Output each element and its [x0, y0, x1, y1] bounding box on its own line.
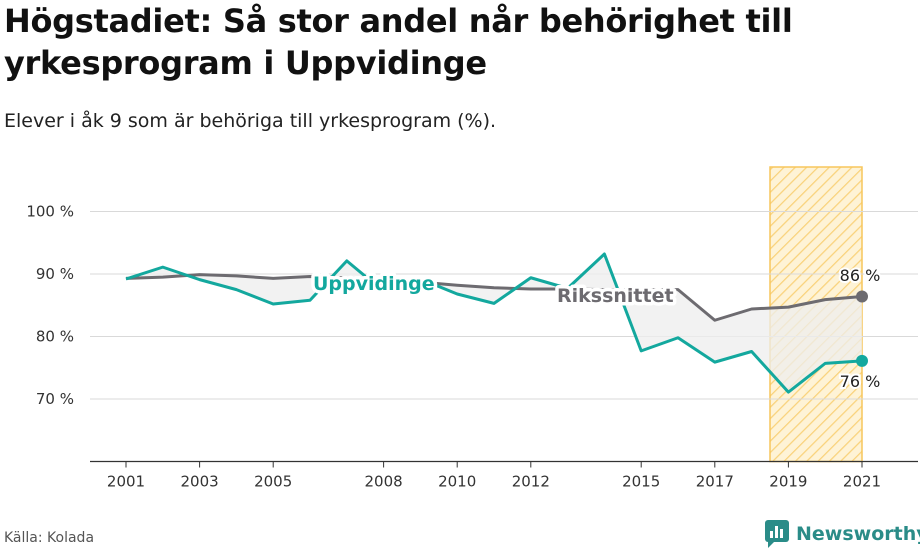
- x-tick-label: 2019: [769, 473, 807, 491]
- y-tick-label: 100 %: [26, 203, 74, 221]
- x-tick-label: 2010: [438, 473, 476, 491]
- end-label-rikssnittet: 86 %: [840, 266, 881, 285]
- x-tick-label: 2001: [107, 473, 145, 491]
- newsworthy-logo-icon: [765, 520, 789, 548]
- x-tick-label: 2015: [622, 473, 660, 491]
- end-label-uppvidinge: 76 %: [840, 372, 881, 391]
- brand-name: Newsworthy: [796, 523, 920, 545]
- source-note: Källa: Kolada: [4, 530, 95, 546]
- x-tick-label: 2008: [365, 473, 403, 491]
- series-line-uppvidinge: [125, 252, 863, 394]
- x-tick-label: 2005: [254, 473, 292, 491]
- x-tick-label: 2021: [843, 473, 881, 491]
- y-tick-label: 90 %: [36, 265, 74, 283]
- series-line-rikssnittet: [125, 273, 863, 322]
- chart-title: Högstadiet: Så stor andel når behörighet…: [4, 2, 793, 82]
- chart-subtitle: Elever i åk 9 som är behöriga till yrkes…: [4, 110, 497, 132]
- newsworthy-brand[interactable]: Newsworthy: [764, 518, 920, 550]
- series-label-uppvidinge: Uppvidinge: [313, 273, 435, 295]
- difference-area: [126, 254, 862, 393]
- end-point: [856, 354, 868, 367]
- series-label-rikssnittet: Rikssnittet: [557, 285, 674, 307]
- y-tick-label: 70 %: [36, 390, 74, 408]
- x-tick-label: 2017: [696, 473, 734, 491]
- end-point: [856, 290, 868, 303]
- x-tick-label: 2012: [512, 473, 550, 491]
- x-tick-label: 2003: [181, 473, 219, 491]
- y-tick-label: 80 %: [36, 328, 74, 346]
